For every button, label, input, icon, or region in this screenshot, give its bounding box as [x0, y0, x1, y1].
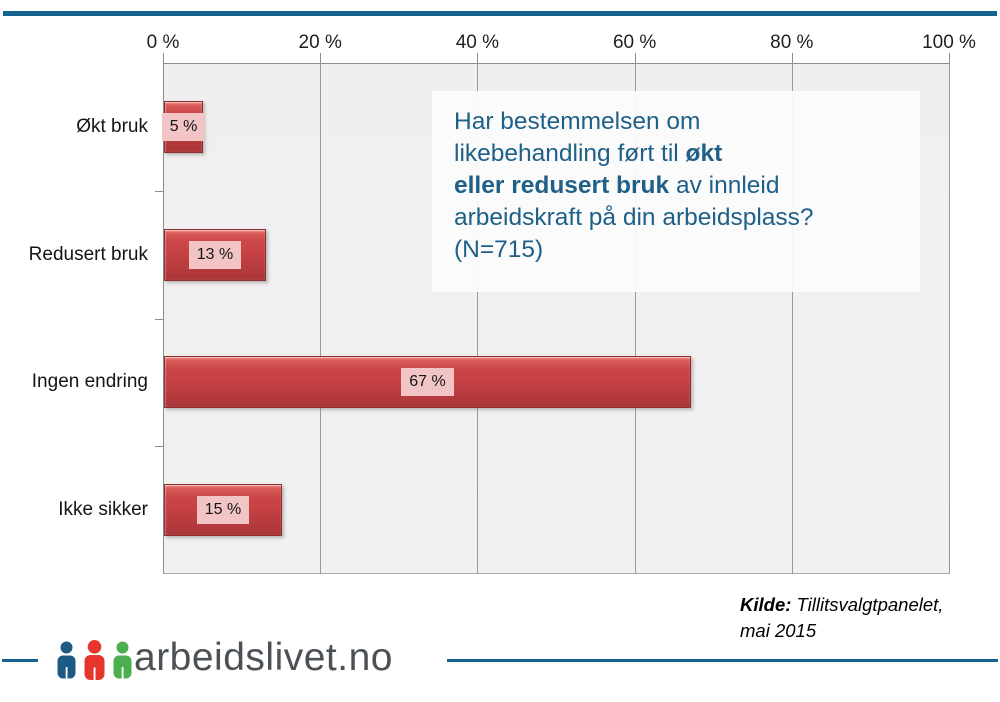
x-axis-tick-mark — [477, 53, 478, 63]
question-line: Har bestemmelsen om — [454, 106, 920, 138]
value-label: 13 % — [188, 241, 242, 269]
bottom-accent-rule-left — [2, 659, 38, 662]
y-axis-tick-mark — [155, 319, 163, 320]
three-people-icon — [55, 640, 135, 687]
question-text: (N=715) — [454, 236, 544, 263]
x-axis-tick-mark — [320, 53, 321, 63]
y-axis-tick-mark — [155, 191, 163, 192]
question-line: arbeidskraft på din arbeidsplass? — [454, 202, 920, 234]
value-label: 67 % — [401, 368, 454, 396]
category-label: Redusert bruk — [28, 244, 148, 265]
source-line-2: mai 2015 — [740, 620, 817, 641]
chart-bar: 67 % — [164, 356, 691, 408]
x-axis-tick-mark — [163, 53, 164, 63]
question-line: (N=715) — [454, 234, 920, 266]
top-accent-rule — [3, 11, 997, 16]
question-line: eller redusert bruk av innleid — [454, 170, 920, 202]
source-label: Kilde: — [740, 594, 792, 615]
question-text-bold: eller redusert bruk — [454, 172, 670, 199]
question-line: likebehandling ført til økt — [454, 138, 920, 170]
source-line-1: Kilde: Tillitsvalgtpanelet, — [740, 592, 970, 618]
gridline — [320, 63, 321, 574]
chart-bar: 5 % — [161, 101, 206, 153]
gridline — [949, 63, 950, 574]
x-axis-tick-label: 40 % — [455, 32, 500, 53]
bottom-accent-rule-right — [447, 659, 998, 662]
category-label: Ikke sikker — [58, 499, 148, 520]
y-axis-tick-mark — [155, 446, 163, 447]
value-label: 15 % — [196, 496, 250, 524]
x-axis-tick-mark — [792, 53, 793, 63]
gridline — [635, 63, 636, 574]
chart-bar: 15 % — [164, 484, 282, 536]
x-axis-tick-label: 0 % — [146, 32, 180, 53]
question-text: likebehandling ført til — [454, 140, 686, 167]
question-text-bold: økt — [685, 140, 723, 167]
source-name: Tillitsvalgtpanelet, — [791, 594, 944, 615]
x-axis-tick-label: 20 % — [298, 32, 342, 53]
question-text-box: Har bestemmelsen om likebehandling ført t… — [432, 91, 920, 292]
gridline — [477, 63, 478, 574]
question-text: av innleid — [669, 172, 780, 199]
x-axis-tick-label: 60 % — [612, 32, 657, 53]
question-text: Har bestemmelsen om — [454, 108, 701, 135]
question-text: arbeidskraft på din arbeidsplass? — [454, 204, 814, 231]
category-label: Ingen endring — [31, 371, 148, 392]
x-axis-tick-mark — [949, 53, 950, 63]
chart-bar: 13 % — [164, 229, 266, 281]
value-label: 5 % — [161, 113, 206, 141]
x-axis-tick-label: 80 % — [770, 32, 814, 53]
x-axis-tick-label: 100 % — [922, 32, 976, 53]
category-label: Økt bruk — [76, 116, 148, 137]
source-note: Kilde: Tillitsvalgtpanelet, mai 2015 — [740, 592, 970, 644]
gridline — [792, 63, 793, 574]
logo-wordmark: arbeidslivet.no — [134, 636, 393, 679]
x-axis-tick-mark — [635, 53, 636, 63]
